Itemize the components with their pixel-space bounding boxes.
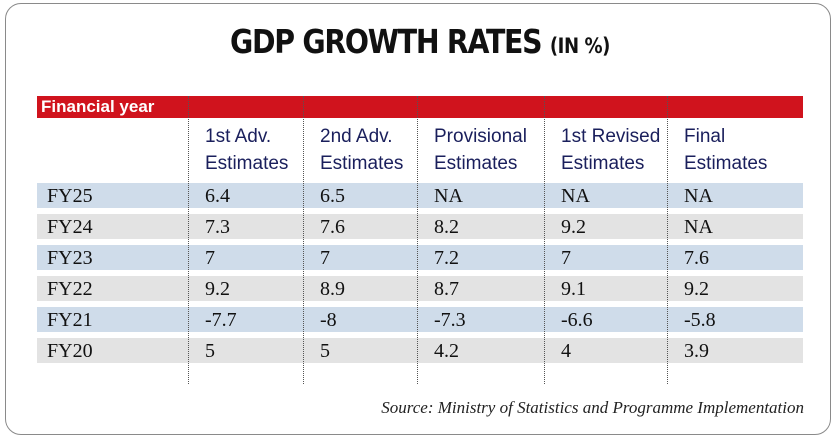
table-row: FY22 9.2 8.9 8.7 9.1 9.2 <box>37 276 803 301</box>
column-heading-line1: Provisional <box>434 126 527 147</box>
column-heading-line1: 1st Adv. <box>205 126 272 147</box>
table-row: FY25 6.4 6.5 NA NA NA <box>37 183 803 208</box>
table-cell: 9.1 <box>561 278 586 300</box>
table-cell: 4.2 <box>434 340 459 362</box>
column-heading-5: Final Estimates <box>684 123 767 177</box>
column-heading-line1: 2nd Adv. <box>320 126 393 147</box>
column-heading-line2: Estimates <box>434 153 518 174</box>
title-unit: (IN %) <box>549 34 611 58</box>
table-cell: 7.6 <box>684 247 709 269</box>
column-heading-2: 2nd Adv. Estimates <box>320 123 403 177</box>
table-cell: -6.6 <box>561 309 593 331</box>
table-cell: NA <box>684 185 713 207</box>
row-year-label: FY25 <box>47 185 93 207</box>
table-cell: -7.7 <box>205 309 237 331</box>
table-cell: 7 <box>561 247 571 269</box>
column-divider <box>303 96 304 384</box>
table-cell: 8.7 <box>434 278 459 300</box>
column-heading-line2: Estimates <box>205 153 289 174</box>
table-cell: 3.9 <box>684 340 709 362</box>
table-cell: 7.6 <box>320 216 345 238</box>
column-heading-line2: Estimates <box>561 153 645 174</box>
column-heading-3: Provisional Estimates <box>434 123 527 177</box>
table-cell: 9.2 <box>205 278 230 300</box>
table-cell: 6.4 <box>205 185 230 207</box>
column-heading-4: 1st Revised Estimates <box>561 123 660 177</box>
title-text: GDP GROWTH RATES <box>229 22 543 61</box>
row-year-label: FY20 <box>47 340 93 362</box>
table-cell: 4 <box>561 340 571 362</box>
table-cell: 7.3 <box>205 216 230 238</box>
table-cell: NA <box>684 216 713 238</box>
table-cell: 8.2 <box>434 216 459 238</box>
column-heading-line1: 1st Revised <box>561 126 661 147</box>
table-row: FY23 7 7 7.2 7 7.6 <box>37 245 803 270</box>
column-heading-line1: Final <box>684 126 726 147</box>
table-row: FY24 7.3 7.6 8.2 9.2 NA <box>37 214 803 239</box>
table-cell: 8.9 <box>320 278 345 300</box>
financial-year-label: Financial year <box>41 97 155 116</box>
row-year-label: FY22 <box>47 278 93 300</box>
column-heading-1: 1st Adv. Estimates <box>205 123 288 177</box>
column-divider <box>667 96 668 384</box>
table-cell: 5 <box>205 340 215 362</box>
table-cell: 7 <box>320 247 330 269</box>
table-cell: 9.2 <box>684 278 709 300</box>
row-year-label: FY24 <box>47 216 93 238</box>
column-heading-line2: Estimates <box>320 153 404 174</box>
table-cell: NA <box>561 185 590 207</box>
table-cell: 7 <box>205 247 215 269</box>
table-row: FY21 -7.7 -8 -7.3 -6.6 -5.8 <box>37 307 803 332</box>
column-divider <box>417 96 418 384</box>
table-cell: -8 <box>320 309 337 331</box>
table-cell: -5.8 <box>684 309 716 331</box>
table-cell: 5 <box>320 340 330 362</box>
table-cell: 6.5 <box>320 185 345 207</box>
table-cell: 9.2 <box>561 216 586 238</box>
column-heading-line2: Estimates <box>684 153 768 174</box>
source-note: Source: Ministry of Statistics and Progr… <box>381 398 804 417</box>
header-bar: Financial year <box>37 96 803 118</box>
table-cell: -7.3 <box>434 309 466 331</box>
table-cell: NA <box>434 185 463 207</box>
row-year-label: FY21 <box>47 309 93 331</box>
chart-title: GDP GROWTH RATES (IN %) <box>59 22 781 61</box>
table-row: FY20 5 5 4.2 4 3.9 <box>37 338 803 363</box>
column-divider <box>188 96 189 384</box>
column-divider <box>544 96 545 384</box>
row-year-label: FY23 <box>47 247 93 269</box>
table-cell: 7.2 <box>434 247 459 269</box>
